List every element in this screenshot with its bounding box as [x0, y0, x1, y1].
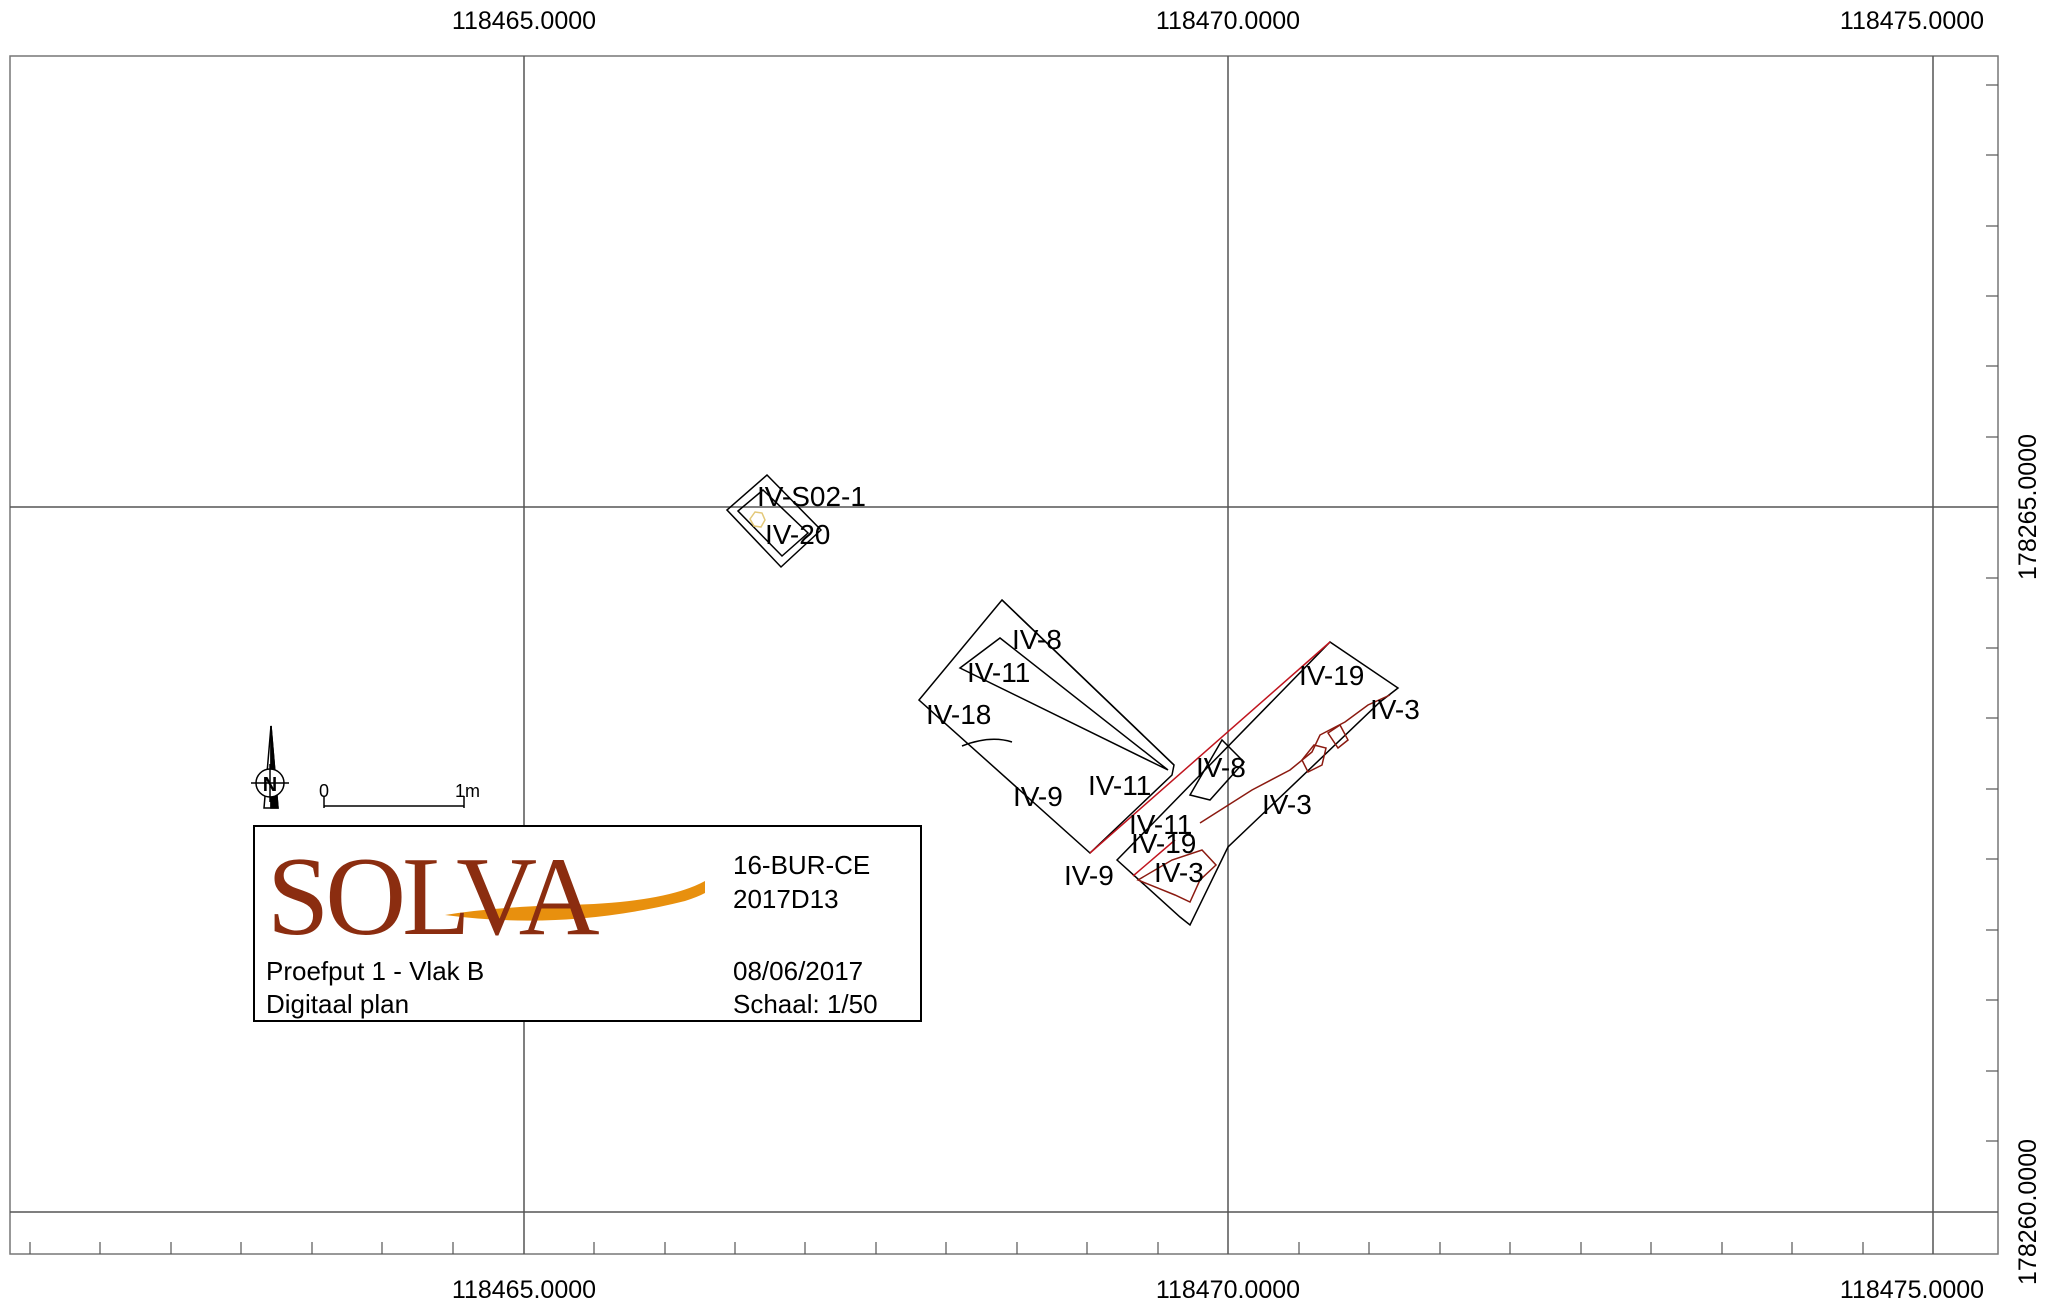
feature-label-iv-8-b: IV-8 [1196, 752, 1246, 783]
feature-iv-3-red-blob-2 [1326, 723, 1349, 750]
plan-scale: Schaal: 1/50 [733, 989, 878, 1019]
feature-left-structure [917, 598, 1175, 855]
feature-label-iv-11-b: IV-11 [1088, 770, 1151, 801]
right-ruler-ticks [1986, 84, 1998, 1142]
x-coord-label-bottom-1: 118465.0000 [452, 1276, 596, 1304]
bottom-ruler-ticks [29, 1242, 1864, 1254]
feature-label-iv-3-b: IV-3 [1262, 789, 1312, 820]
feature-label-iv-8-a: IV-8 [1012, 624, 1062, 655]
feature-label-iv-11-a: IV-11 [967, 657, 1030, 688]
feature-iv-s02-1-outline[interactable] [725, 473, 823, 569]
scale-bar-end-label: 1m [455, 781, 480, 801]
logo-text: SOLVA [267, 835, 600, 943]
feature-label-iv-19-a: IV-19 [1299, 660, 1364, 691]
scale-bar [323, 796, 465, 808]
feature-iv-9-boundary [961, 738, 1013, 747]
feature-iv-18-outline[interactable] [917, 598, 1175, 855]
north-arrow-icon: N [251, 725, 289, 809]
title-block: SOLVA 16-BUR-CE 2017D13 Proefput 1 - Vla… [253, 825, 922, 1022]
feature-iv-8-outline[interactable] [1188, 738, 1246, 801]
y-coord-label-1: 178265.0000 [2014, 434, 2042, 580]
find-marker-icon [749, 511, 766, 528]
y-coord-label-2: 178260.0000 [2014, 1139, 2042, 1285]
feature-iv-3-red-blob-1 [1301, 744, 1327, 774]
scale-bar-start-label: 0 [319, 781, 329, 801]
project-id: 2017D13 [733, 884, 839, 914]
x-coord-label-bottom-2: 118470.0000 [1156, 1276, 1300, 1304]
feature-iv-s02-group [725, 473, 823, 569]
feature-right-structure [1089, 641, 1400, 927]
feature-iv-3-red-contour [1199, 694, 1391, 824]
x-coord-label-top-1: 118465.0000 [452, 7, 596, 35]
logo-swoosh [445, 881, 705, 921]
feature-label-iv-18: IV-18 [926, 699, 991, 730]
feature-label-iv-s02-1: IV-S02-1 [757, 481, 866, 512]
plan-date: 08/06/2017 [733, 956, 864, 986]
plan-type: Digitaal plan [266, 989, 410, 1019]
feature-label-iv-19-b: IV-19 [1131, 828, 1196, 859]
feature-label-iv-9-a: IV-9 [1013, 781, 1063, 812]
feature-iv-20-outline[interactable] [736, 488, 810, 558]
feature-label-iv-11-c: IV-11 [1129, 809, 1192, 840]
feature-label-iv-20: IV-20 [765, 519, 830, 550]
feature-label-iv-9-b: IV-9 [1064, 860, 1114, 891]
feature-iv-11-outline[interactable] [958, 637, 1169, 771]
project-code: 16-BUR-CE [733, 850, 871, 880]
x-coord-label-top-2: 118470.0000 [1156, 7, 1300, 35]
feature-iv-19-red-edge [1089, 641, 1331, 854]
coordinate-grid [10, 56, 1998, 1254]
x-coord-label-top-3: 118475.0000 [1840, 7, 1984, 35]
north-arrow-letter: N [263, 774, 277, 796]
feature-label-iv-3-c: IV-3 [1154, 857, 1204, 888]
feature-label-iv-3-a: IV-3 [1370, 694, 1420, 725]
x-coord-label-bottom-3: 118475.0000 [1840, 1276, 1984, 1304]
feature-iv-3-red-blob-3 [1136, 849, 1218, 903]
solva-logo: SOLVA [267, 835, 705, 943]
plan-title: Proefput 1 - Vlak B [266, 956, 485, 986]
feature-iv-19-red-edge-inner [1132, 839, 1176, 877]
feature-iv-3-outline[interactable] [1115, 641, 1400, 927]
feature-iv-8-edge [1001, 599, 1175, 766]
map-frame [9, 55, 1999, 1255]
